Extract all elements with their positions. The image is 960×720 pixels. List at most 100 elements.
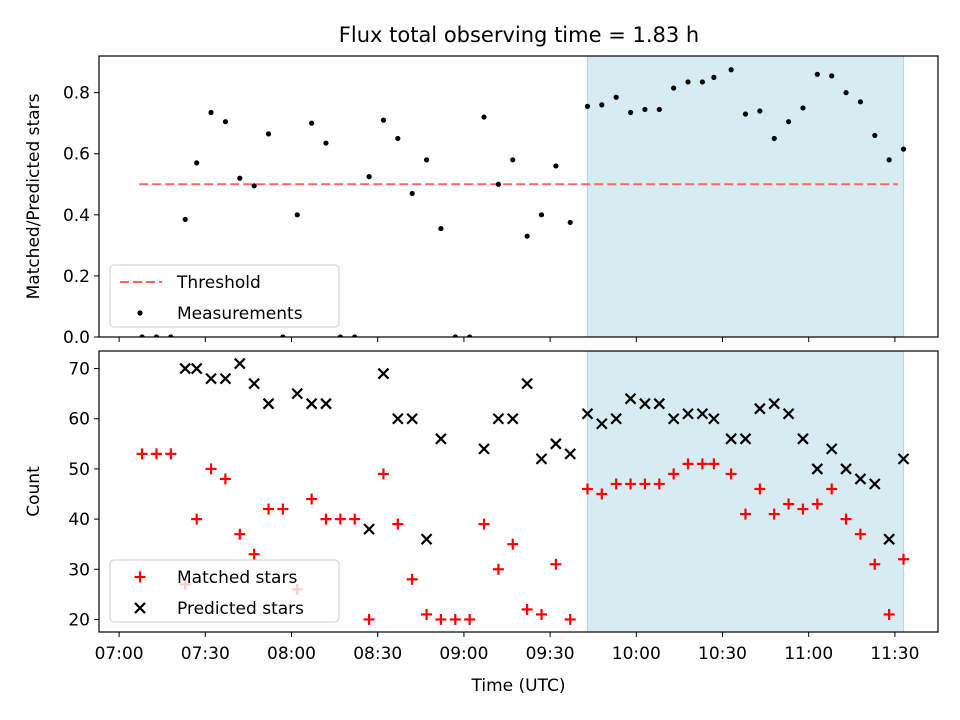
data-point (639, 478, 651, 490)
data-point (564, 613, 576, 625)
data-point (349, 513, 361, 525)
legend-label: Threshold (176, 273, 261, 293)
data-point (725, 433, 737, 445)
x-tick-label: 09:00 (439, 644, 488, 664)
top-panel: 0.0 0.2 0.4 0.6 0.8 Matched/Predicted stars Th… (24, 55, 939, 348)
data-point (251, 183, 257, 189)
data-point (237, 175, 243, 181)
data-point (682, 458, 694, 470)
data-point (194, 160, 200, 166)
data-point (797, 433, 809, 445)
data-point (757, 108, 763, 114)
data-point (521, 603, 533, 615)
y-tick-label: 70 (68, 360, 90, 380)
data-point (627, 109, 634, 116)
data-point (840, 463, 852, 475)
data-point (696, 407, 709, 420)
data-point (507, 538, 519, 550)
data-point (234, 528, 246, 540)
data-point (506, 412, 519, 425)
data-point (219, 372, 232, 385)
y-tick-label: 0.2 (63, 267, 90, 287)
data-point (843, 90, 849, 96)
data-point (538, 212, 545, 218)
data-point (182, 216, 188, 223)
data-point (754, 483, 766, 495)
legend-label: Predicted stars (177, 599, 304, 619)
data-point (811, 498, 823, 510)
data-point (377, 367, 390, 380)
data-point (363, 523, 375, 535)
x-tick-label: 07:00 (95, 644, 144, 664)
data-point (886, 157, 892, 163)
data-point (280, 334, 286, 337)
data-point (438, 225, 444, 232)
data-point (708, 458, 720, 470)
data-point (535, 453, 548, 465)
data-point (208, 109, 214, 116)
data-point (872, 132, 878, 139)
data-point (366, 174, 372, 180)
data-point (392, 412, 404, 425)
data-point (624, 392, 637, 405)
y-tick-label: 50 (68, 460, 90, 480)
data-point (139, 334, 145, 337)
legend-entry: Matched stars (134, 568, 297, 588)
data-point (829, 73, 835, 79)
data-point (492, 563, 504, 575)
data-point (610, 478, 622, 490)
x-tick-label: 11:00 (784, 644, 833, 664)
data-point (742, 111, 749, 117)
data-point (869, 558, 881, 570)
data-point (581, 407, 594, 420)
x-tick-label: 09:30 (526, 644, 575, 664)
data-point (334, 513, 346, 525)
data-point (467, 334, 473, 337)
plot-area (139, 67, 907, 337)
x-tick-label: 11:30 (870, 644, 919, 664)
highlight-span (586, 350, 905, 633)
data-point (248, 548, 260, 560)
y-axis-label: Count (24, 466, 44, 517)
data-point (449, 613, 461, 625)
data-point (421, 608, 433, 620)
data-point (435, 433, 447, 445)
y-tick-label: 0.6 (63, 145, 90, 165)
data-point (406, 573, 418, 585)
data-point (136, 448, 148, 460)
data-point (596, 417, 608, 430)
y-tick-label: 60 (68, 410, 90, 430)
data-point (783, 498, 795, 510)
data-point (150, 448, 162, 460)
data-point (524, 233, 530, 239)
legend-entry: Predicted stars (134, 599, 304, 619)
data-point (656, 106, 662, 113)
data-point (423, 157, 430, 163)
data-point (825, 443, 838, 455)
data-point (696, 458, 708, 470)
data-point (205, 463, 217, 475)
plot-area (136, 357, 910, 625)
data-point (826, 483, 838, 495)
data-point (481, 114, 487, 120)
data-point (782, 407, 795, 420)
data-point (653, 397, 666, 410)
data-point (510, 157, 516, 163)
data-point (291, 387, 304, 400)
data-point (262, 397, 275, 410)
data-point (395, 135, 401, 142)
data-point (165, 448, 177, 460)
data-point (857, 99, 864, 105)
data-point (392, 518, 404, 530)
data-point (320, 397, 332, 410)
data-point (785, 119, 792, 125)
x-tick-label: 08:00 (267, 644, 316, 664)
y-tick-label: 0.0 (63, 328, 90, 348)
data-point (771, 135, 777, 142)
data-point (800, 105, 806, 111)
data-point (553, 163, 559, 169)
data-point (739, 433, 752, 445)
data-point (610, 412, 622, 425)
data-point (685, 79, 691, 85)
data-point (550, 558, 562, 570)
